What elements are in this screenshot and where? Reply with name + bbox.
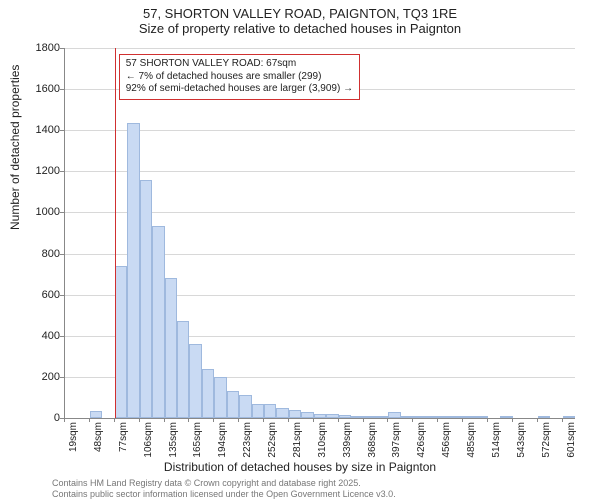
histogram-bar: [463, 416, 475, 418]
x-tick-label: 77sqm: [118, 422, 129, 462]
histogram-bar: [563, 416, 575, 418]
x-tick-label: 106sqm: [143, 422, 154, 462]
y-tick-label: 1000: [26, 206, 60, 218]
y-tick-label: 200: [26, 371, 60, 383]
histogram-bar: [314, 414, 326, 418]
histogram-bar: [438, 416, 450, 418]
x-tick-label: 426sqm: [416, 422, 427, 462]
x-tick-label: 310sqm: [317, 422, 328, 462]
footer-line1: Contains HM Land Registry data © Crown c…: [52, 478, 396, 489]
x-tick-label: 368sqm: [367, 422, 378, 462]
histogram-bar: [364, 416, 376, 418]
annotation-line1: 57 SHORTON VALLEY ROAD: 67sqm: [126, 58, 353, 71]
x-tick-label: 135sqm: [168, 422, 179, 462]
histogram-bar: [339, 415, 351, 418]
chart-container: 57, SHORTON VALLEY ROAD, PAIGNTON, TQ3 1…: [0, 0, 600, 500]
histogram-bar: [538, 416, 550, 418]
histogram-bar: [227, 391, 239, 418]
x-tick-label: 19sqm: [68, 422, 79, 462]
y-tick-label: 1600: [26, 83, 60, 95]
histogram-bar: [388, 412, 400, 418]
x-axis-label: Distribution of detached houses by size …: [0, 460, 600, 474]
histogram-bar: [127, 123, 139, 418]
x-tick-label: 543sqm: [516, 422, 527, 462]
x-tick-label: 281sqm: [292, 422, 303, 462]
histogram-bar: [152, 226, 164, 418]
x-tick-label: 223sqm: [242, 422, 253, 462]
histogram-bar: [214, 377, 226, 418]
histogram-bar: [413, 416, 425, 418]
histogram-bar: [289, 410, 301, 418]
y-tick-label: 400: [26, 330, 60, 342]
title-block: 57, SHORTON VALLEY ROAD, PAIGNTON, TQ3 1…: [0, 0, 600, 36]
x-tick-label: 48sqm: [93, 422, 104, 462]
x-tick-label: 339sqm: [342, 422, 353, 462]
annotation-line3: 92% of semi-detached houses are larger (…: [126, 83, 353, 96]
histogram-bar: [165, 278, 177, 418]
y-tick-label: 600: [26, 289, 60, 301]
histogram-bar: [189, 344, 201, 418]
title-line1: 57, SHORTON VALLEY ROAD, PAIGNTON, TQ3 1…: [0, 6, 600, 21]
footer-line2: Contains public sector information licen…: [52, 489, 396, 500]
x-tick-label: 397sqm: [391, 422, 402, 462]
property-marker-line: [115, 48, 116, 418]
histogram-bar: [264, 404, 276, 418]
histogram-bar: [90, 411, 102, 418]
annotation-box: 57 SHORTON VALLEY ROAD: 67sqm ← 7% of de…: [119, 54, 360, 100]
y-tick-label: 1200: [26, 165, 60, 177]
y-axis-label: Number of detached properties: [8, 65, 22, 230]
x-tick-label: 572sqm: [541, 422, 552, 462]
plot-area: 57 SHORTON VALLEY ROAD: 67sqm ← 7% of de…: [64, 48, 575, 419]
x-tick-label: 165sqm: [192, 422, 203, 462]
x-tick-label: 252sqm: [267, 422, 278, 462]
y-tick-label: 1400: [26, 124, 60, 136]
y-tick-label: 800: [26, 248, 60, 260]
x-tick-label: 601sqm: [566, 422, 577, 462]
histogram-bar: [252, 404, 264, 418]
title-line2: Size of property relative to detached ho…: [0, 21, 600, 36]
y-tick-label: 1800: [26, 42, 60, 54]
annotation-line2: ← 7% of detached houses are smaller (299…: [126, 71, 353, 84]
histogram-bar: [140, 180, 152, 418]
histogram-bar: [239, 395, 251, 418]
histogram-bar: [115, 266, 127, 418]
x-tick-label: 194sqm: [217, 422, 228, 462]
histogram-bar: [276, 408, 288, 418]
histogram-bar: [177, 321, 189, 418]
y-tick-label: 0: [26, 412, 60, 424]
x-tick-label: 514sqm: [491, 422, 502, 462]
footer: Contains HM Land Registry data © Crown c…: [52, 478, 396, 500]
x-tick-label: 485sqm: [466, 422, 477, 462]
x-tick-label: 456sqm: [441, 422, 452, 462]
bars: [65, 48, 575, 418]
histogram-bar: [202, 369, 214, 418]
